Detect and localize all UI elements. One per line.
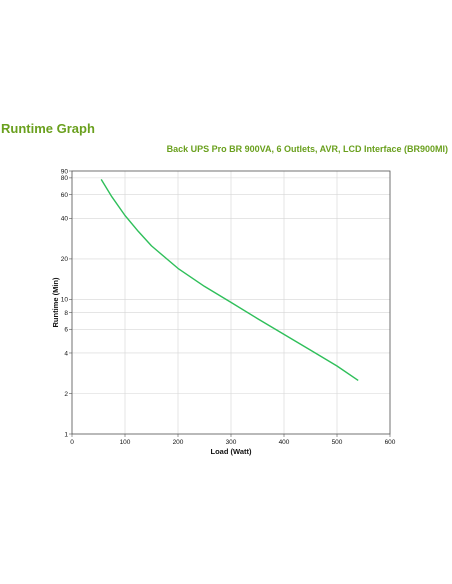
y-axis-label: Runtime (Min) <box>51 277 60 327</box>
grid-layer <box>71 170 391 435</box>
y-tick-label: 8 <box>64 310 68 317</box>
y-tick-label: 60 <box>61 192 69 199</box>
runtime-series-line <box>100 179 359 381</box>
series-layer <box>100 179 359 381</box>
x-tick-label: 300 <box>226 439 237 446</box>
y-tick-label: 80 <box>61 175 69 182</box>
x-axis-label: Load (Watt) <box>211 447 252 456</box>
x-tick-label: 200 <box>173 439 184 446</box>
x-tick-label: 500 <box>332 439 343 446</box>
y-tick-label: 2 <box>64 391 68 398</box>
x-tick-label: 0 <box>70 439 74 446</box>
y-tick-label: 6 <box>64 327 68 334</box>
y-tick-label: 90 <box>61 168 69 175</box>
x-tick-label: 100 <box>120 439 131 446</box>
y-tick-label: 4 <box>64 350 68 357</box>
chart-subtitle: Back UPS Pro BR 900VA, 6 Outlets, AVR, L… <box>166 144 448 154</box>
x-tick-label: 600 <box>385 439 396 446</box>
page-heading: Runtime Graph <box>1 121 95 136</box>
y-tick-label: 20 <box>61 256 69 263</box>
y-tick-label: 10 <box>61 297 69 304</box>
x-tick-label: 400 <box>279 439 290 446</box>
y-tick-label: 40 <box>61 216 69 223</box>
y-tick-label: 1 <box>64 431 68 438</box>
